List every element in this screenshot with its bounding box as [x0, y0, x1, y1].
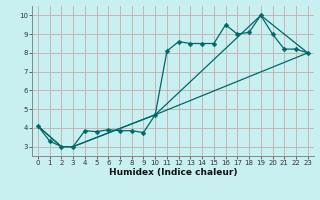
X-axis label: Humidex (Indice chaleur): Humidex (Indice chaleur) [108, 168, 237, 177]
